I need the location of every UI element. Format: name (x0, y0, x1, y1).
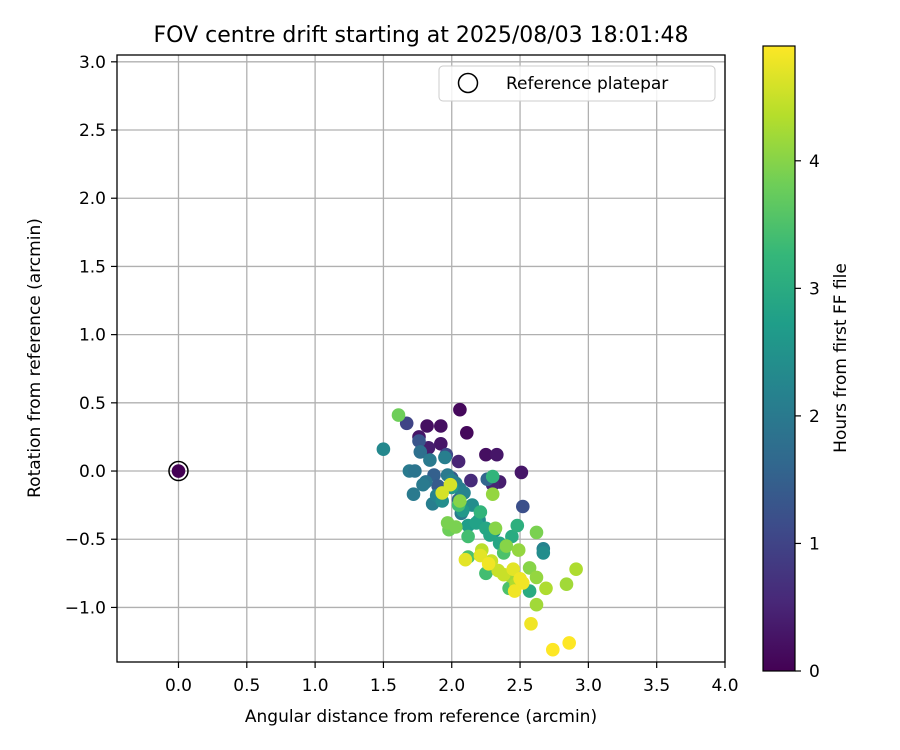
data-point (506, 562, 520, 576)
y-tick-label: 2.0 (79, 189, 106, 209)
data-point (453, 402, 467, 417)
data-point (499, 539, 514, 553)
data-point (536, 546, 551, 560)
data-point (514, 465, 529, 480)
reference-ring (168, 460, 189, 482)
data-point (516, 499, 530, 514)
reference-marker (168, 460, 189, 482)
data-point (413, 445, 428, 459)
data-point (451, 454, 466, 469)
data-point (391, 408, 406, 422)
data-point (449, 520, 463, 534)
plot-frame (116, 54, 726, 663)
colorbar-tick-label: 1 (809, 534, 820, 554)
data-point (434, 437, 448, 451)
data-point (406, 487, 421, 502)
chart-title: FOV centre drift starting at 2025/08/03 … (154, 23, 689, 48)
data-point (481, 557, 496, 571)
data-point (488, 521, 503, 536)
y-tick-label: 0.0 (79, 462, 106, 482)
data-point (461, 529, 475, 544)
legend-label: Reference platepar (506, 74, 668, 94)
x-tick-label: 0.0 (165, 676, 192, 696)
data-point (453, 494, 467, 508)
data-point (529, 597, 544, 612)
data-point (485, 487, 500, 502)
y-tick-label: −1.0 (65, 598, 106, 618)
data-point (562, 636, 576, 650)
data-point (408, 464, 422, 478)
x-tick-label: 3.5 (643, 676, 670, 696)
x-tick-label: 0.5 (233, 676, 260, 696)
x-tick-label: 3.0 (575, 676, 602, 696)
x-tick-label: 1.5 (370, 676, 397, 696)
data-point (522, 561, 537, 575)
colorbar (762, 45, 796, 672)
data-point (412, 434, 426, 448)
y-tick-label: 1.5 (79, 257, 106, 277)
legend-marker (457, 72, 479, 94)
data-point (507, 584, 522, 598)
x-tick-label: 2.5 (507, 676, 534, 696)
data-point (569, 562, 583, 576)
legend-box (438, 65, 716, 102)
y-tick-label: 3.0 (79, 53, 106, 73)
x-tick-label: 1.0 (302, 676, 329, 696)
data-point (435, 486, 450, 500)
scatter-points (376, 402, 583, 657)
y-axis: −1.0 −0.5 0.0 0.5 1.0 1.5 2.0 2.5 3.0 (65, 53, 117, 618)
data-point (420, 419, 434, 433)
data-point (546, 642, 560, 657)
colorbar-tick-label: 2 (809, 407, 820, 427)
y-tick-label: 2.5 (79, 121, 106, 141)
legend: Reference platepar (438, 65, 716, 102)
data-point (416, 477, 430, 492)
y-tick-label: −0.5 (65, 530, 106, 550)
colorbar-tick-label: 4 (809, 152, 820, 172)
data-point (376, 442, 391, 457)
data-point (473, 505, 488, 519)
data-point (438, 450, 452, 465)
y-tick-label: 0.5 (79, 394, 106, 414)
y-axis-label: Rotation from reference (arcmin) (25, 218, 45, 498)
data-point (490, 447, 504, 462)
data-point (423, 453, 437, 467)
x-tick-label: 2.0 (438, 676, 465, 696)
y-tick-label: 1.0 (79, 326, 106, 346)
x-tick-label: 4.0 (711, 676, 738, 696)
data-point (511, 543, 526, 557)
data-point (458, 552, 473, 567)
data-point (529, 525, 544, 540)
colorbar-axis: 0 1 2 3 4 (795, 152, 820, 682)
data-point (460, 426, 474, 440)
data-point (434, 419, 448, 433)
data-point (524, 617, 538, 631)
x-axis-label: Angular distance from reference (arcmin) (245, 707, 597, 727)
data-point (529, 570, 544, 585)
colorbar-tick-label: 0 (809, 662, 820, 682)
grid (117, 55, 726, 662)
data-point (510, 518, 525, 533)
data-point (485, 469, 500, 484)
colorbar-tick-label: 3 (809, 279, 820, 299)
x-axis: 0.0 0.5 1.0 1.5 2.0 2.5 3.0 3.5 4.0 (165, 662, 739, 696)
colorbar-label: Hours from first FF file (831, 263, 851, 453)
data-point (464, 473, 478, 488)
reference-point (171, 464, 186, 478)
data-point (479, 447, 493, 462)
data-point (539, 581, 553, 596)
data-point (559, 577, 574, 591)
